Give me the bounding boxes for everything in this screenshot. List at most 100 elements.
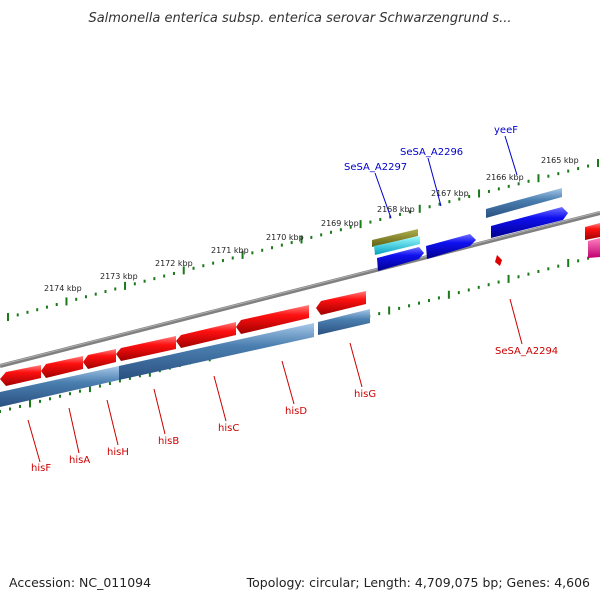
tick-mark (587, 256, 590, 260)
tick-mark (143, 279, 146, 283)
backbone-highlight (0, 211, 600, 366)
tick-label: 2167 kbp (431, 189, 469, 198)
label-leader (427, 157, 442, 207)
coding-block[interactable] (318, 309, 370, 335)
tick-mark (458, 197, 461, 201)
gene-block-olive[interactable] (372, 229, 418, 247)
tick-mark (124, 281, 127, 290)
tick-mark (182, 266, 185, 275)
gene-label-bottom[interactable]: hisG (354, 389, 376, 400)
tick-mark (48, 397, 51, 401)
gene-arrow-hisB[interactable] (116, 336, 176, 361)
tick-mark (58, 394, 61, 398)
tick-mark (163, 274, 166, 278)
tick-labels: 2174 kbp 2173 kbp 2172 kbp 2171 kbp 2170 kbp… (44, 156, 579, 293)
tick-mark (557, 264, 560, 268)
tick-mark (114, 287, 117, 291)
gene-label-top[interactable]: yeeF (494, 125, 518, 136)
tick-mark (271, 246, 274, 250)
gene-label-top[interactable]: SeSA_A2297 (344, 162, 407, 173)
gene-arrow-SeSA_A2296[interactable] (426, 234, 476, 259)
tick-mark (45, 305, 48, 309)
tick-label: 2165 kbp (541, 156, 579, 165)
tick-mark (517, 182, 520, 186)
coding-block[interactable] (486, 188, 562, 218)
tick-mark (104, 290, 107, 294)
tick-mark (290, 241, 293, 245)
tick-mark (133, 282, 136, 286)
gene-block-edge[interactable] (588, 238, 600, 258)
tick-label: 2170 kbp (266, 233, 304, 242)
gene-arrow-hisC[interactable] (176, 322, 236, 348)
tick-mark (8, 407, 11, 411)
gene-label-bottom[interactable]: SeSA_A2294 (495, 346, 558, 357)
gene-arrow-edge[interactable] (585, 223, 600, 240)
tick-mark (527, 179, 530, 183)
tick-mark (408, 210, 411, 214)
tick-mark (300, 235, 303, 244)
label-leader (27, 419, 41, 463)
gene-label-bottom[interactable]: hisH (107, 447, 129, 458)
tick-label: 2174 kbp (44, 284, 82, 293)
tick-mark (108, 381, 111, 385)
tick-mark (418, 204, 421, 213)
tick-mark (547, 174, 550, 178)
label-leader (504, 135, 518, 176)
tick-mark (537, 174, 540, 183)
label-leader (106, 399, 119, 446)
gene-arrow-hisF[interactable] (0, 365, 41, 386)
tick-mark (379, 218, 382, 222)
gene-arrow-yeeF[interactable] (491, 207, 568, 238)
gene-arrow-hisD[interactable] (236, 305, 309, 334)
gene-labels: SeSA_A2297 SeSA_A2296 yeeF hisF hisA hisH hisB… (27, 125, 558, 474)
tick-mark (507, 184, 510, 188)
gene-label-bottom[interactable]: hisB (158, 436, 179, 447)
tick-mark (487, 189, 490, 193)
gene-label-top[interactable]: SeSA_A2296 (400, 147, 463, 158)
tick-mark (369, 220, 372, 224)
tick-label: 2169 kbp (321, 219, 359, 228)
tick-mark (28, 399, 31, 408)
label-leader (213, 375, 227, 422)
tick-mark (241, 250, 244, 259)
gene-label-bottom[interactable]: hisD (285, 406, 307, 417)
reverse-strand-features (0, 291, 370, 407)
gene-arrow-SeSA_A2297[interactable] (377, 247, 424, 271)
tick-mark (597, 159, 599, 167)
gene-marker-SeSA_A2294[interactable] (495, 255, 502, 266)
gene-block-cyan[interactable] (374, 236, 420, 255)
tick-mark (251, 251, 254, 255)
tick-mark (577, 259, 580, 263)
gene-arrow-hisA[interactable] (41, 356, 83, 378)
tick-label: 2172 kbp (155, 259, 193, 268)
tick-mark (427, 299, 430, 303)
tick-mark (448, 200, 451, 204)
tick-mark (527, 272, 530, 276)
tick-mark (231, 256, 234, 260)
gene-label-bottom[interactable]: hisA (69, 455, 90, 466)
coding-block[interactable] (0, 366, 119, 407)
genome-backbone (0, 211, 600, 368)
tick-mark (0, 410, 1, 413)
genome-summary: Topology: circular; Length: 4,709,075 bp… (246, 575, 590, 590)
tick-mark (55, 303, 58, 307)
tick-mark (118, 379, 121, 383)
tick-mark (84, 295, 87, 299)
tick-mark (94, 292, 97, 296)
gene-label-bottom[interactable]: hisC (218, 423, 239, 434)
coding-block[interactable] (119, 323, 314, 380)
tick-mark (567, 169, 570, 173)
outer-tick-track (7, 159, 599, 321)
tick-mark (398, 306, 401, 310)
gene-arrow-hisG[interactable] (316, 291, 366, 315)
tick-mark (128, 376, 131, 380)
tick-mark (467, 288, 470, 292)
tick-mark (378, 312, 381, 316)
tick-mark (221, 259, 224, 263)
tick-mark (577, 167, 580, 171)
tick-mark (310, 235, 313, 239)
gene-label-bottom[interactable]: hisF (31, 463, 51, 474)
tick-mark (68, 392, 71, 396)
gene-arrow-hisH[interactable] (83, 349, 116, 369)
